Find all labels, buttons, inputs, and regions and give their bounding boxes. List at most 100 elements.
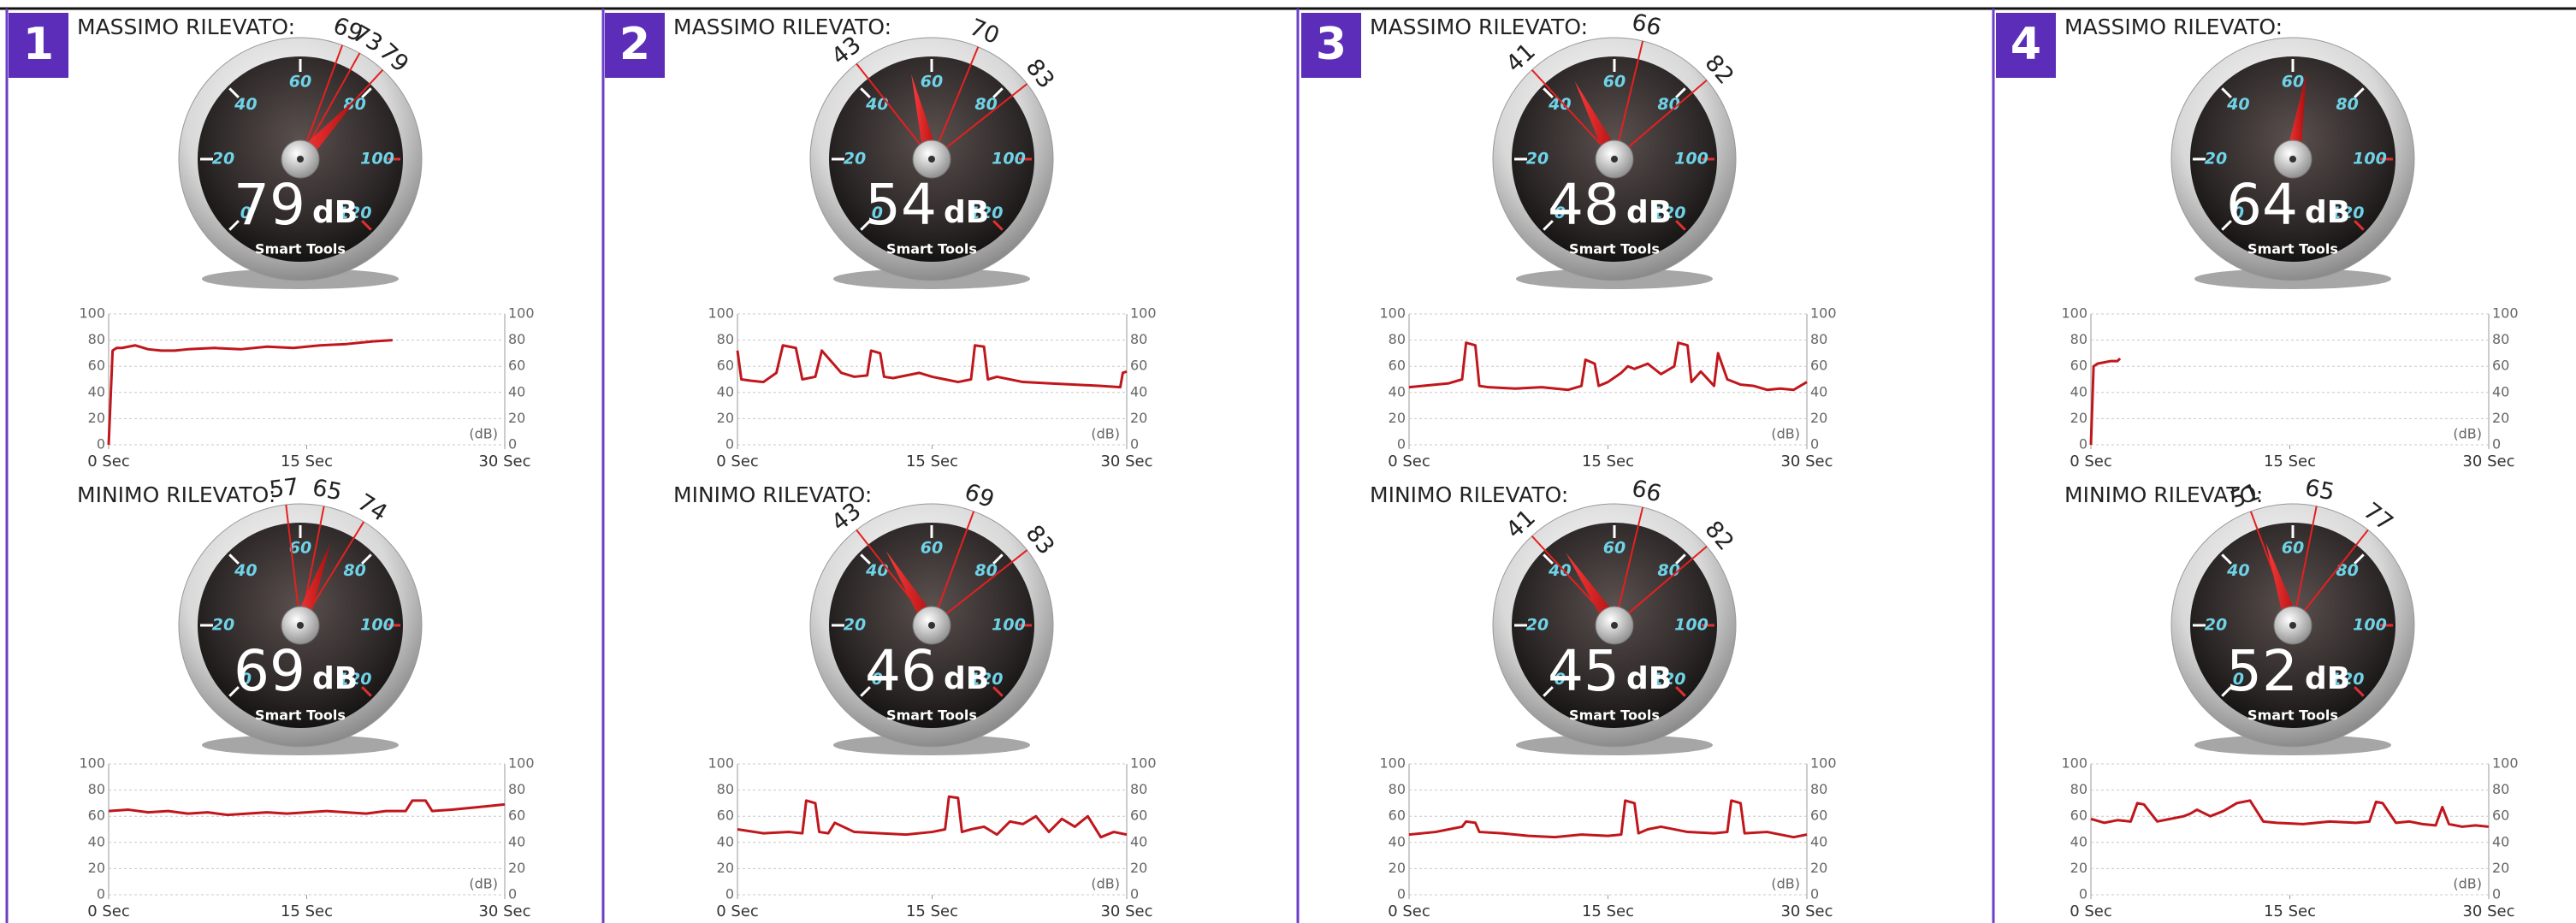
y-tick-label: 40 xyxy=(1130,383,1147,399)
unit-label: (dB) xyxy=(1091,876,1120,892)
reading: 45 xyxy=(1548,638,1620,704)
y-tick-label: 20 xyxy=(508,410,525,426)
hub-dot xyxy=(928,622,935,629)
y-tick-label: 40 xyxy=(1389,383,1406,399)
y-tick-label: 80 xyxy=(1810,781,1827,797)
y-tick-label: 20 xyxy=(717,410,734,426)
y-tick-label: 60 xyxy=(1810,808,1827,824)
dial-label: 60 xyxy=(1603,539,1626,558)
y-tick-label: 100 xyxy=(1130,755,1157,772)
y-tick-label: 40 xyxy=(508,383,525,399)
y-tick-label: 20 xyxy=(88,410,105,426)
dial-label: 60 xyxy=(289,73,311,92)
hub-dot xyxy=(297,156,304,163)
unit-label: (dB) xyxy=(1771,426,1800,442)
brand: Smart Tools xyxy=(255,707,346,724)
y-tick-label: 20 xyxy=(2070,860,2087,876)
unit-label: (dB) xyxy=(1091,426,1120,442)
dial-label: 60 xyxy=(921,539,943,558)
y-tick-label: 20 xyxy=(508,860,525,876)
x-tick-label: 0 Sec xyxy=(716,453,759,470)
x-tick-label: 15 Sec xyxy=(906,902,958,920)
dial-label: 40 xyxy=(865,561,888,580)
x-tick-label: 15 Sec xyxy=(281,453,333,470)
y-tick-label: 0 xyxy=(97,886,105,902)
x-tick-label: 15 Sec xyxy=(1582,453,1634,470)
brand: Smart Tools xyxy=(2247,707,2338,724)
dial-label: 40 xyxy=(1548,95,1571,114)
y-tick-label: 60 xyxy=(1810,358,1827,374)
reading: 64 xyxy=(2226,172,2298,238)
y-tick-label: 40 xyxy=(1389,833,1406,849)
y-tick-label: 40 xyxy=(1810,833,1827,849)
y-tick-label: 80 xyxy=(508,781,525,797)
dial-label: 100 xyxy=(2353,616,2387,635)
x-tick-label: 30 Sec xyxy=(2462,902,2514,920)
brand: Smart Tools xyxy=(2247,241,2338,257)
dial-label: 20 xyxy=(844,150,866,169)
dial-label: 40 xyxy=(234,561,257,580)
y-tick-label: 80 xyxy=(1389,781,1406,797)
y-tick-label: 20 xyxy=(717,860,734,876)
reading-unit: dB xyxy=(944,661,989,696)
y-tick-label: 60 xyxy=(1130,808,1147,824)
dial-label: 100 xyxy=(992,150,1026,169)
panel-number: 3 xyxy=(1316,19,1347,70)
dial-label: 20 xyxy=(212,616,234,635)
y-tick-label: 0 xyxy=(2079,436,2087,453)
y-tick-label: 0 xyxy=(1810,886,1819,902)
y-tick-label: 20 xyxy=(2492,860,2509,876)
dial-label: 20 xyxy=(212,150,234,169)
y-tick-label: 80 xyxy=(717,331,734,347)
y-tick-label: 20 xyxy=(88,860,105,876)
hub-dot xyxy=(1611,622,1618,629)
section-label: MASSIMO RILEVATO: xyxy=(77,15,295,39)
y-tick-label: 20 xyxy=(1130,410,1147,426)
y-tick-label: 0 xyxy=(2492,886,2501,902)
y-tick-label: 0 xyxy=(1810,436,1819,453)
unit-label: (dB) xyxy=(469,876,498,892)
y-tick-label: 60 xyxy=(717,808,734,824)
dial-label: 100 xyxy=(992,616,1026,635)
x-tick-label: 30 Sec xyxy=(1100,453,1152,470)
x-tick-label: 0 Sec xyxy=(1388,902,1430,920)
y-tick-label: 100 xyxy=(1810,755,1837,772)
y-tick-label: 60 xyxy=(2070,808,2087,824)
y-tick-label: 0 xyxy=(725,436,734,453)
y-tick-label: 60 xyxy=(2070,358,2087,374)
y-tick-label: 60 xyxy=(88,808,105,824)
reading-unit: dB xyxy=(1626,195,1672,230)
y-tick-label: 40 xyxy=(1130,833,1147,849)
dial-label: 20 xyxy=(1526,616,1549,635)
y-tick-label: 100 xyxy=(508,755,535,772)
reading: 46 xyxy=(865,638,937,704)
y-tick-label: 40 xyxy=(2492,833,2509,849)
reading: 54 xyxy=(865,172,937,238)
marker-label: 65 xyxy=(2303,475,2337,506)
dial-label: 60 xyxy=(921,73,943,92)
y-tick-label: 0 xyxy=(1397,886,1406,902)
x-tick-label: 15 Sec xyxy=(906,453,958,470)
y-tick-label: 100 xyxy=(2492,755,2519,772)
x-tick-label: 15 Sec xyxy=(2264,453,2316,470)
section-label: MASSIMO RILEVATO: xyxy=(2064,15,2283,39)
brand: Smart Tools xyxy=(1569,707,1660,724)
y-tick-label: 40 xyxy=(2070,383,2087,399)
dial-label: 100 xyxy=(1674,616,1708,635)
y-tick-label: 40 xyxy=(508,833,525,849)
y-tick-label: 0 xyxy=(1130,886,1139,902)
hub-dot xyxy=(297,622,304,629)
y-tick-label: 0 xyxy=(508,436,517,453)
x-tick-label: 30 Sec xyxy=(1780,902,1833,920)
dial-label: 40 xyxy=(2226,95,2249,114)
y-tick-label: 60 xyxy=(508,808,525,824)
y-tick-label: 100 xyxy=(79,305,105,322)
y-tick-label: 100 xyxy=(2061,755,2087,772)
brand: Smart Tools xyxy=(255,241,346,257)
y-tick-label: 40 xyxy=(717,383,734,399)
dial-label: 60 xyxy=(2282,73,2304,92)
y-tick-label: 80 xyxy=(88,331,105,347)
y-tick-label: 80 xyxy=(2492,781,2509,797)
y-tick-label: 20 xyxy=(1130,860,1147,876)
y-tick-label: 80 xyxy=(1130,781,1147,797)
